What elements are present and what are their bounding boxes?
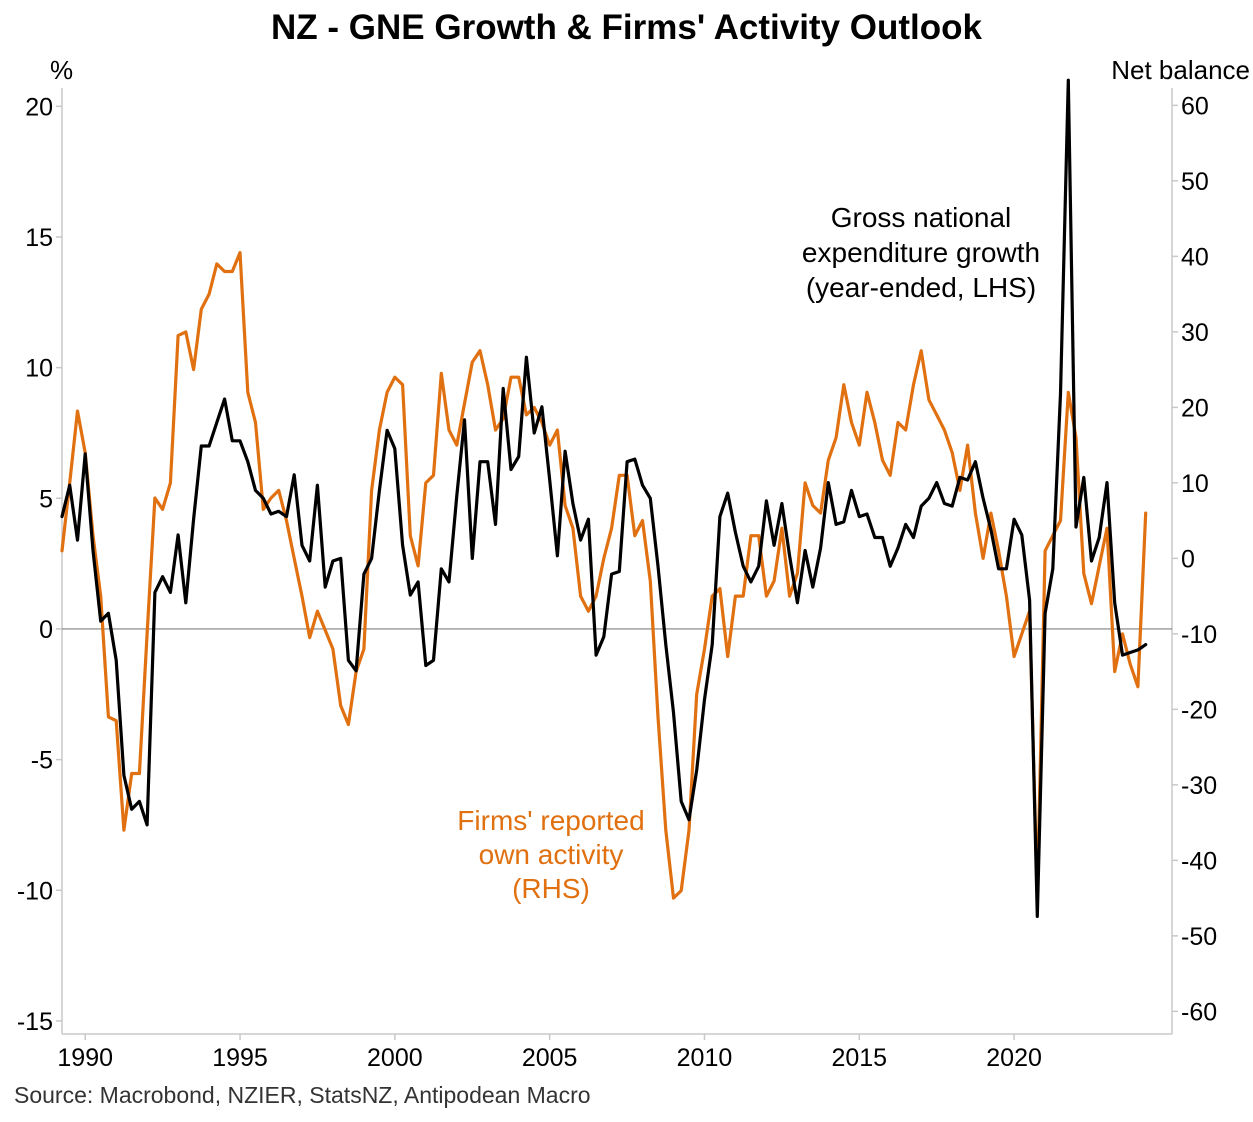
- right-tick-label: -50: [1181, 923, 1217, 951]
- chart-axes: 20151050-5-10-156050403020100-10-20-30-4…: [17, 88, 1217, 1072]
- right-tick-label: 50: [1181, 168, 1209, 196]
- x-tick-label: 1990: [57, 1044, 113, 1072]
- left-tick-label: 5: [39, 485, 53, 513]
- right-axis-unit: Net balance: [1111, 55, 1250, 85]
- left-tick-label: 0: [39, 616, 53, 644]
- x-tick-label: 2015: [831, 1044, 887, 1072]
- right-tick-label: 40: [1181, 243, 1209, 271]
- x-tick-label: 2005: [522, 1044, 578, 1072]
- activity-annotation-line: Firms' reported: [457, 805, 644, 836]
- x-tick-label: 1995: [212, 1044, 268, 1072]
- left-tick-label: -5: [31, 747, 53, 775]
- right-tick-label: -10: [1181, 621, 1217, 649]
- gne-annotation-line: (year-ended, LHS): [806, 272, 1036, 303]
- right-tick-label: 30: [1181, 319, 1209, 347]
- x-tick-label: 2020: [986, 1044, 1042, 1072]
- right-tick-label: 0: [1181, 545, 1195, 573]
- x-tick-label: 2000: [367, 1044, 423, 1072]
- right-tick-label: -60: [1181, 998, 1217, 1026]
- source-note: Source: Macrobond, NZIER, StatsNZ, Antip…: [14, 1082, 591, 1108]
- activity-annotation-line: own activity: [479, 839, 624, 870]
- chart-series: [60, 78, 1148, 919]
- left-tick-label: -10: [17, 877, 53, 905]
- left-tick-label: -15: [17, 1008, 53, 1036]
- left-tick-label: 15: [25, 224, 53, 252]
- right-tick-label: 10: [1181, 470, 1209, 498]
- chart-labels: % Net balance Gross national expenditure gr…: [50, 55, 1250, 904]
- activity-annotation-line: (RHS): [512, 873, 590, 904]
- right-tick-label: -30: [1181, 772, 1217, 800]
- firms-activity-line: [60, 251, 1148, 900]
- x-tick-label: 2010: [677, 1044, 733, 1072]
- left-tick-label: 20: [25, 93, 53, 121]
- left-axis-unit: %: [50, 55, 73, 85]
- right-tick-label: -40: [1181, 847, 1217, 875]
- right-tick-label: 60: [1181, 92, 1209, 120]
- gne-growth-line: [60, 78, 1148, 919]
- left-tick-label: 10: [25, 355, 53, 383]
- gne-annotation-line: Gross national: [831, 202, 1012, 233]
- gne-annotation-line: expenditure growth: [802, 237, 1040, 268]
- chart-title: NZ - GNE Growth & Firms' Activity Outloo…: [271, 8, 982, 47]
- right-tick-label: -20: [1181, 696, 1217, 724]
- right-tick-label: 20: [1181, 394, 1209, 422]
